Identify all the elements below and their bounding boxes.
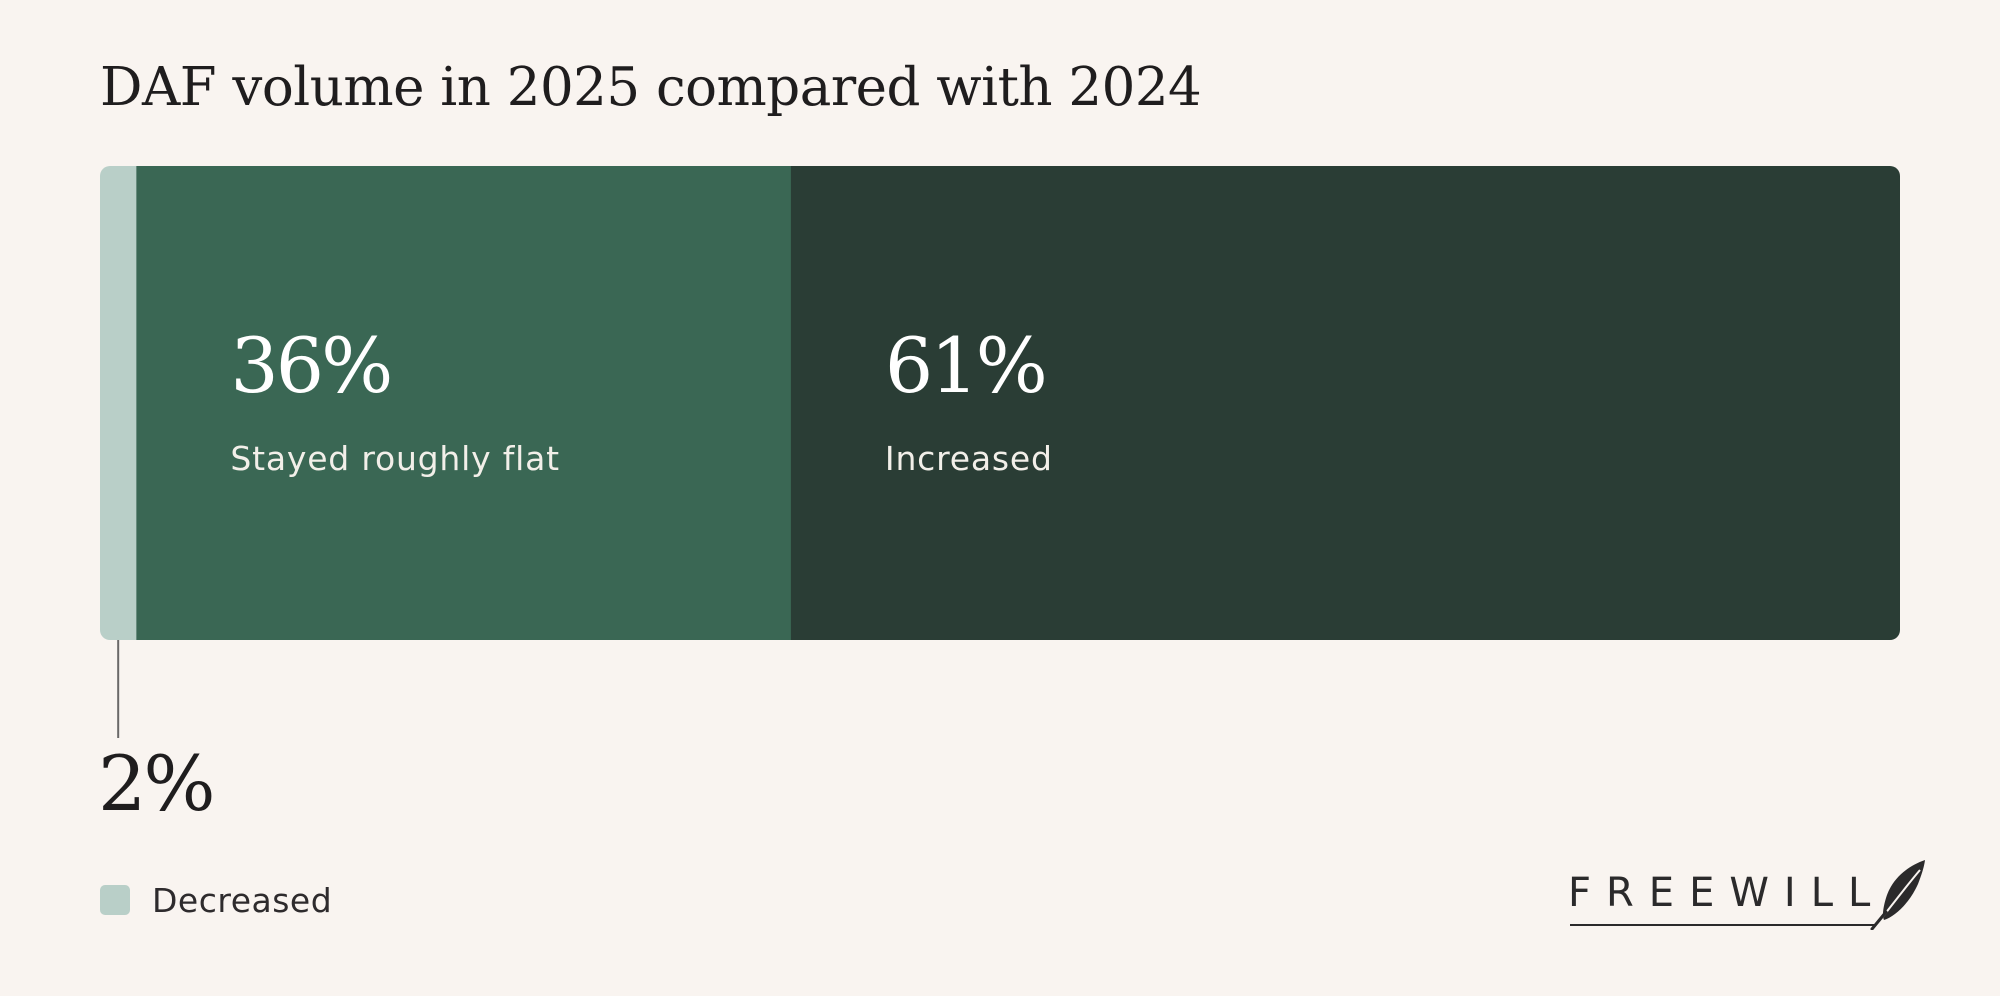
value-label-stayed-roughly-flat: 36% — [230, 321, 390, 410]
value-label-increased: 61% — [885, 321, 1045, 410]
category-label-increased: Increased — [885, 439, 1053, 478]
legend: Decreased — [100, 880, 333, 920]
bar-segment-increased — [790, 166, 1900, 640]
logo-underline — [1570, 924, 1876, 926]
bar-segment-decreased — [100, 166, 137, 640]
legend-label-decreased: Decreased — [152, 880, 333, 920]
bar-segments — [100, 166, 1900, 640]
freewill-logo: FREEWILL — [1568, 858, 1928, 930]
category-label-stayed-roughly-flat: Stayed roughly flat — [230, 439, 560, 478]
feather-quill-icon — [1870, 860, 1925, 930]
logo-text: FREEWILL — [1568, 870, 1886, 916]
value-label-decreased: 2% — [98, 739, 213, 828]
bar-segment-stayed-roughly-flat — [136, 166, 792, 640]
chart-title: DAF volume in 2025 compared with 2024 — [100, 57, 1202, 118]
legend-swatch-decreased — [100, 885, 130, 915]
